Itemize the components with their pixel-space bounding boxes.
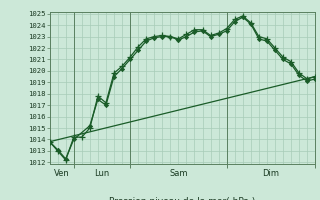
- Text: Pression niveau de la mer( hPa ): Pression niveau de la mer( hPa ): [109, 197, 256, 200]
- Text: Ven: Ven: [54, 169, 69, 178]
- Text: Sam: Sam: [169, 169, 188, 178]
- Text: Lun: Lun: [94, 169, 109, 178]
- Text: Dim: Dim: [262, 169, 279, 178]
